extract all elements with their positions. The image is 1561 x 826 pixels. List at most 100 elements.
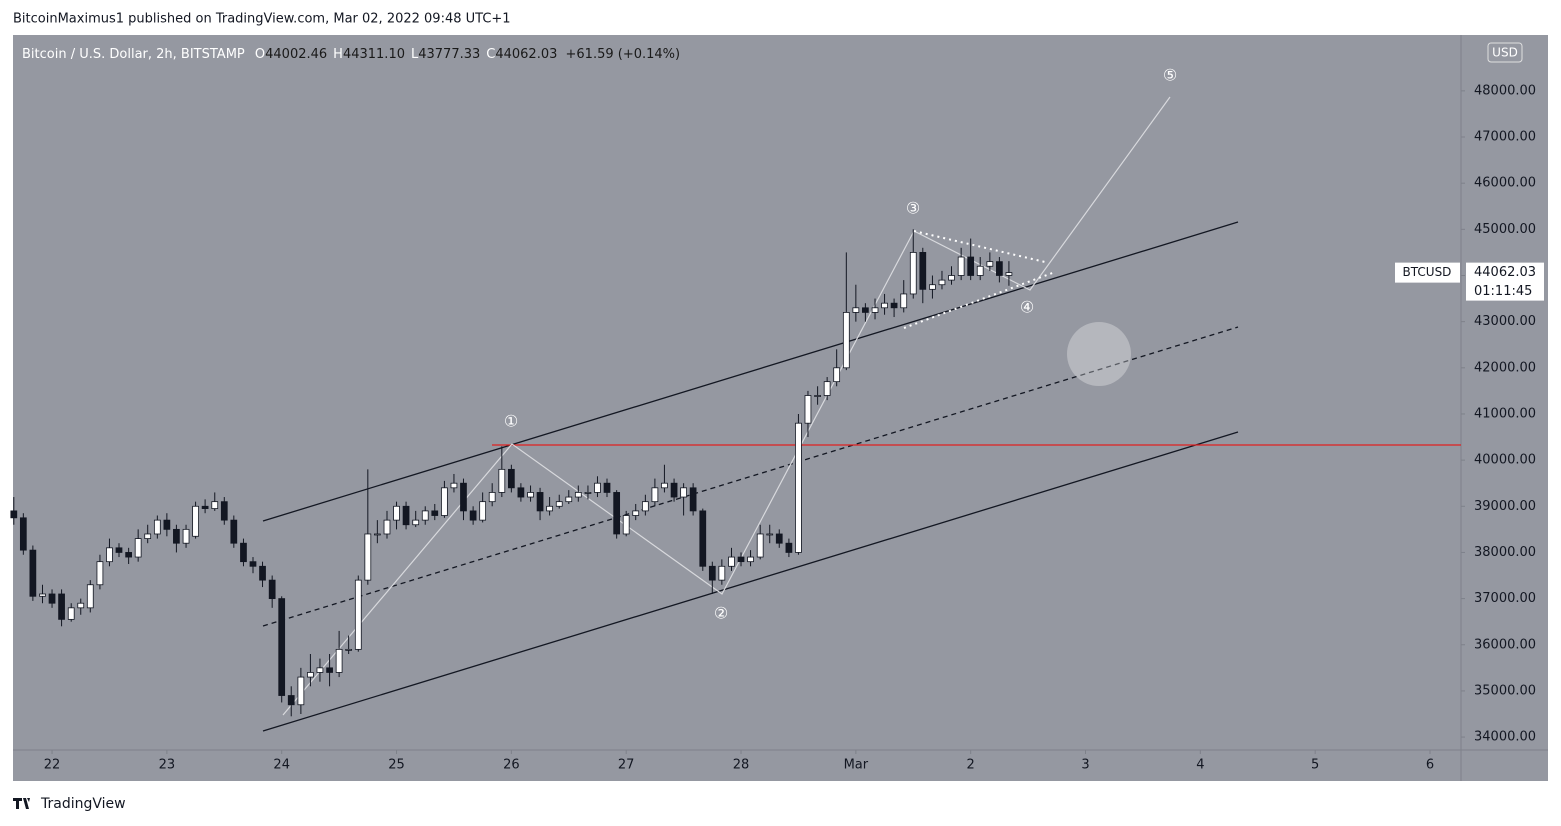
y-tick-label: 45000.00 [1474,222,1536,237]
ohlc-value: 43777.33 [418,47,480,62]
candle-body [957,256,965,276]
candle-body [201,505,209,509]
candle-body [192,505,199,537]
candle-body [699,510,707,567]
candle-body [852,307,860,313]
candle-body [240,542,247,563]
candle-body [747,556,754,563]
ohlc: O44002.46 H44311.10 L43777.33 C44062.03 [255,47,557,62]
y-tick-label: 37000.00 [1474,591,1536,606]
candle-body [728,556,735,567]
x-tick-label: 2 [967,758,975,773]
x-tick-label: 23 [159,758,176,773]
candle-body [756,533,764,558]
wave-label: ③ [906,199,920,218]
drawings [262,96,1461,732]
change: +61.59 (+0.14%) [566,47,681,62]
candle-body [412,519,420,526]
candle-body [613,492,621,535]
ohlc-key: H [333,47,343,62]
candle-body [785,542,793,553]
y-tick-label: 38000.00 [1474,545,1536,560]
ohlc-value: 44062.03 [495,47,557,62]
wave-label: ④ [1020,298,1034,317]
candle-body [307,672,314,678]
y-tick-label: 48000.00 [1474,83,1536,98]
candle-body [326,667,333,673]
candle-body [594,482,601,493]
brand-name: TradingView [40,796,126,812]
candle-body [536,492,544,512]
candle-body [718,565,726,581]
x-tick-label: 25 [388,758,405,773]
candle-body [938,279,946,286]
candle-body [297,676,305,706]
x-tick-label: 6 [1426,758,1434,773]
candle-body [345,648,353,651]
candle-body [871,307,879,313]
x-tick-label: 4 [1196,758,1204,773]
ohlc-key: C [486,47,495,62]
candle-body [441,487,448,516]
symbol-label: BTCUSD [1403,265,1452,279]
candle-body [86,584,94,609]
candle-body [670,482,678,498]
candle-body [287,695,295,706]
candle-body [775,533,783,544]
candle-body [364,533,372,581]
channel-lower [262,431,1239,732]
y-tick-label: 43000.00 [1474,314,1536,329]
candle-body [986,261,994,267]
ohlc-key: O [255,47,265,62]
candle-body [450,482,458,489]
candle-body [574,492,582,498]
candle-body [842,312,850,369]
x-tick-label: 26 [503,758,520,773]
candle-body [19,517,27,551]
candle-body [96,561,104,586]
candle-body [144,533,152,539]
candle-body [421,510,429,521]
candle-body [948,275,955,281]
candle-body [881,302,888,309]
candle-body [661,482,668,489]
candle-body [1005,272,1013,276]
candle-body [507,468,515,489]
last-price-label: 44062.03 [1474,265,1536,280]
candle-body [976,265,984,276]
candle-body [211,501,219,509]
price-box [1466,262,1544,301]
candle-body [335,648,343,673]
candle-body [996,261,1003,276]
x-tick-label: Mar [844,758,869,773]
candle-body [555,501,563,507]
countdown: 01:11:45 [1474,284,1532,299]
candle-body [278,598,286,696]
candle-body [268,579,276,599]
candle-body [230,519,238,544]
candle-body [383,519,391,535]
candle-body [479,501,487,521]
candle-body [373,533,381,536]
y-tick-label: 47000.00 [1474,130,1536,145]
candle-body [106,547,113,563]
candle-body [565,496,573,503]
candles [10,229,1013,717]
candle-body [249,561,257,567]
candle-body [862,307,869,313]
candle-body [517,487,525,498]
candle-body [689,487,697,512]
y-tick-label: 46000.00 [1474,176,1536,191]
candle-body [651,487,659,503]
candle-body [766,533,774,536]
x-tick-label: 24 [273,758,290,773]
candle-body [632,510,640,516]
candle-body [641,501,649,512]
target-circle [1067,322,1131,386]
candle-body [584,492,592,494]
candle-body [58,593,65,620]
channel-middle [262,326,1239,627]
y-tick-label: 34000.00 [1474,730,1536,745]
y-tick-label: 42000.00 [1474,360,1536,375]
